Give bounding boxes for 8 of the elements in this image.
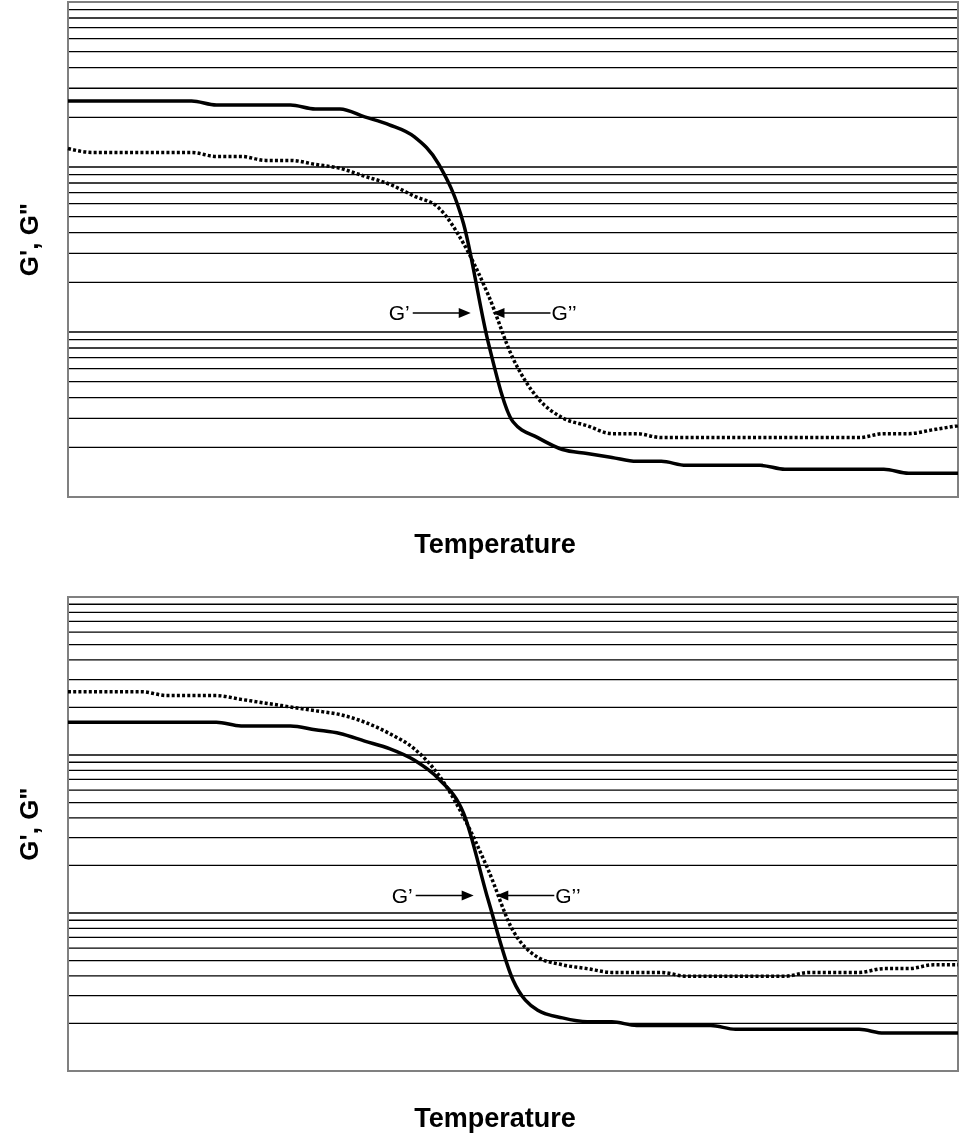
annotation: G’’ (555, 883, 581, 907)
y-axis-title: G', G" (14, 202, 44, 277)
y-axis-title: G', G" (14, 787, 44, 861)
x-axis-title: Temperature (414, 1103, 576, 1133)
annotation: G’ (388, 301, 410, 325)
x-axis-title: Temperature (414, 529, 576, 559)
annotation: G’’ (551, 301, 577, 325)
annotation: G’ (391, 883, 413, 907)
